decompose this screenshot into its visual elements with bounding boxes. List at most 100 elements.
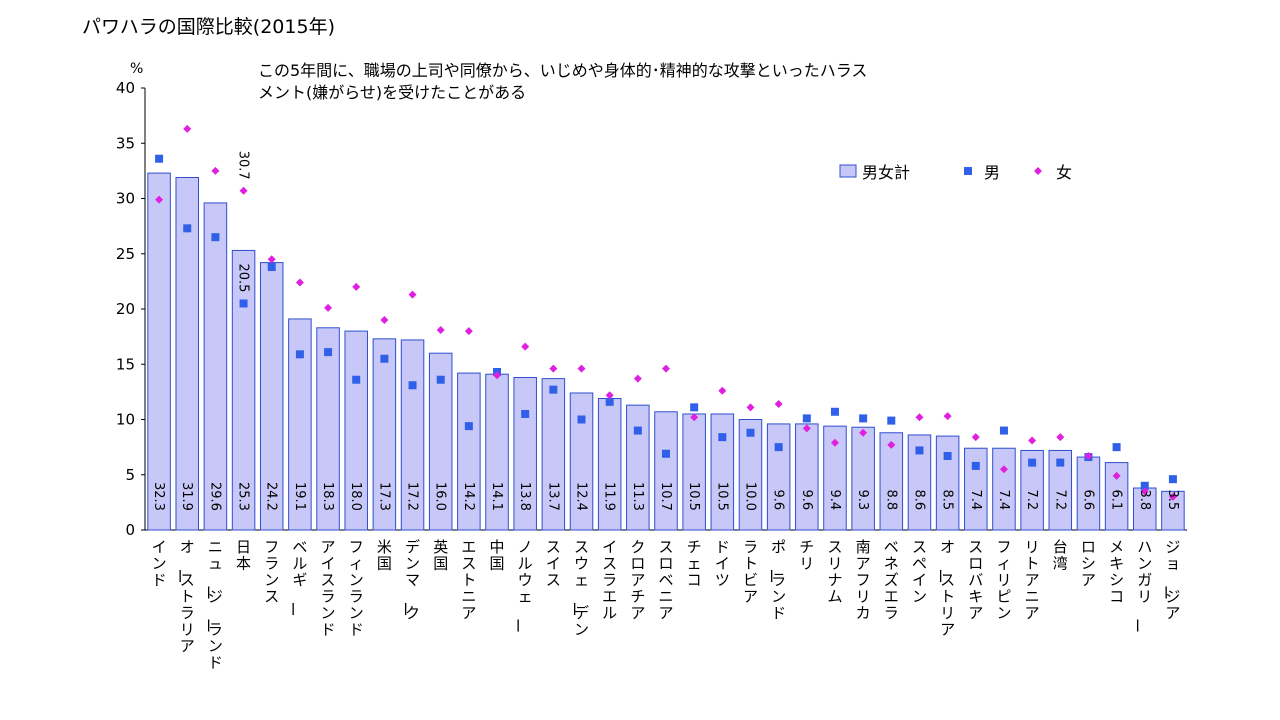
- female-marker: [971, 433, 980, 442]
- category-label: デンマーク: [396, 538, 420, 622]
- category-label: メキシコ: [1109, 538, 1124, 606]
- male-marker: [915, 446, 924, 455]
- bar-value-label: 19.1: [292, 482, 307, 511]
- female-marker: [549, 364, 558, 373]
- male-marker: [155, 154, 164, 163]
- bar-value-label: 13.7: [545, 482, 560, 511]
- male-marker: [1028, 458, 1037, 467]
- female-marker: [324, 303, 333, 312]
- category-label: スリナム: [827, 538, 842, 606]
- bar: [1048, 449, 1073, 531]
- y-tick-label: 5: [125, 466, 135, 484]
- bar-value-label: 10.7: [658, 482, 673, 511]
- bar-value-label: 13.8: [517, 482, 532, 511]
- female-marker: [633, 374, 642, 383]
- male-marker: [802, 414, 811, 423]
- bar: [569, 392, 594, 531]
- male-marker: [633, 426, 642, 435]
- y-tick-label: 0: [125, 521, 135, 539]
- female-marker: [690, 413, 699, 422]
- male-marker: [662, 449, 670, 458]
- bar-value-label: 7.2: [1024, 489, 1039, 510]
- male-marker: [746, 428, 755, 437]
- category-label: 日本: [236, 538, 251, 573]
- y-tick-label: 20: [116, 300, 135, 318]
- bar: [175, 177, 200, 531]
- bar-value-label: 6.6: [1080, 490, 1095, 511]
- male-marker: [605, 397, 614, 406]
- category-label: スロバキア: [968, 538, 983, 622]
- male-marker: [324, 348, 333, 357]
- data-labels: 32.3 31.9 29.6 25.3 24.2 19.1 18.3 18.0 17.3 17.2…: [151, 151, 1180, 511]
- y-tick-label: 35: [116, 134, 135, 152]
- bar-value-label: 9.6: [771, 490, 786, 511]
- bar: [428, 352, 453, 531]
- bar: [1161, 490, 1185, 531]
- female-marker: [408, 290, 417, 299]
- category-label: オーストリア: [931, 538, 955, 639]
- bar: [288, 318, 312, 531]
- bar: [231, 249, 256, 531]
- legend-label-female: 女: [1056, 163, 1072, 182]
- category-label: 台湾: [1053, 538, 1068, 573]
- female-marker: [1140, 487, 1149, 496]
- male-marker: [718, 433, 727, 442]
- legend-male-marker: [964, 167, 972, 175]
- male-marker: [436, 375, 445, 384]
- legend-label-total: 男女計: [862, 163, 910, 182]
- y-tick-label: 30: [116, 190, 135, 208]
- category-label: インド: [152, 538, 167, 589]
- bar: [626, 404, 650, 531]
- category-label: ベルギー: [283, 538, 307, 617]
- female-marker: [155, 195, 164, 204]
- bar-value-label: 9.4: [827, 490, 842, 511]
- female-marker: [267, 255, 276, 264]
- bar: [682, 413, 706, 531]
- bar-series: [147, 172, 1185, 531]
- male-marker: [267, 263, 276, 272]
- female-marker: [183, 124, 192, 133]
- category-label: チリ: [799, 538, 814, 573]
- bar: [879, 432, 904, 531]
- category-label: 米国: [377, 538, 392, 573]
- bar-value-label: 24.2: [264, 482, 279, 511]
- male-marker: [999, 426, 1008, 435]
- bar: [851, 426, 875, 531]
- female-marker: [830, 438, 839, 447]
- category-label: ノルウェー: [509, 538, 533, 633]
- bar-value-label: 16.0: [433, 482, 448, 511]
- male-marker: [464, 422, 473, 431]
- bar: [372, 338, 397, 531]
- male-marker: [1056, 458, 1065, 467]
- legend: 男女計 男 女: [839, 163, 1072, 182]
- category-label: 南アフリカ: [856, 538, 871, 622]
- female-marker: [464, 327, 473, 336]
- female-marker: [859, 428, 868, 437]
- bar: [344, 330, 368, 531]
- category-label: 中国: [490, 538, 505, 573]
- category-label: 英国: [433, 538, 448, 573]
- male-marker: [183, 224, 192, 233]
- female-marker: [295, 278, 304, 287]
- bar-value-label: 7.2: [1052, 490, 1067, 511]
- bar-value-label: 11.9: [602, 482, 617, 511]
- annotation-label: 20.5: [236, 263, 251, 292]
- category-label: エストニア: [461, 538, 476, 622]
- category-label: クロアチア: [630, 538, 645, 622]
- y-tick-label: 25: [116, 245, 135, 263]
- marker-series: [155, 124, 1177, 501]
- female-marker: [1056, 433, 1065, 442]
- female-marker: [1168, 492, 1177, 501]
- category-label: スウェーデン: [565, 538, 589, 639]
- female-marker: [999, 465, 1008, 474]
- category-label: オーストラリア: [171, 538, 195, 655]
- male-marker: [549, 385, 558, 394]
- category-label: チェコ: [687, 538, 702, 589]
- bar-value-label: 3.5: [1165, 490, 1180, 511]
- bar: [935, 435, 960, 531]
- bar-value-label: 8.8: [883, 490, 898, 511]
- category-label: ラトビア: [743, 538, 758, 606]
- category-label: フランス: [264, 538, 279, 606]
- bar-value-label: 10.5: [686, 482, 701, 511]
